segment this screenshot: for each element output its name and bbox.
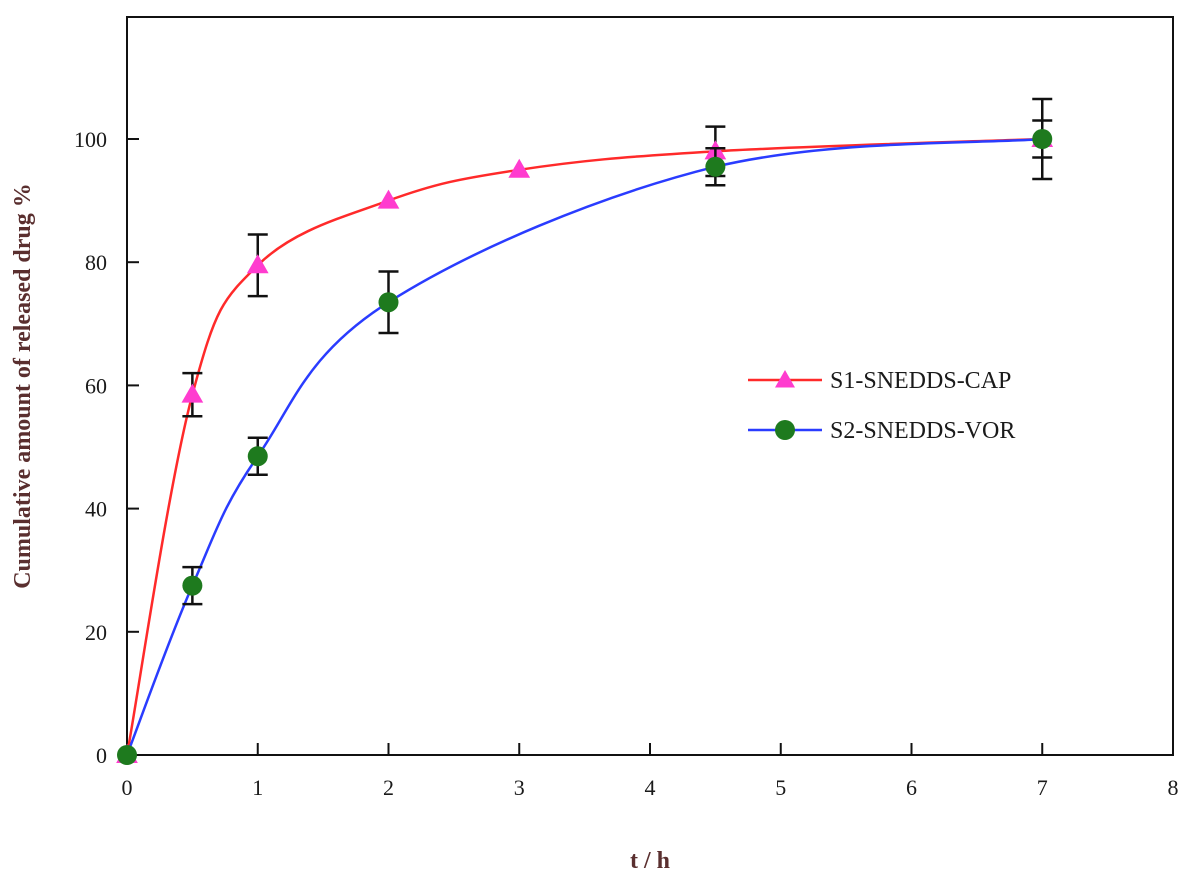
- data-point: [182, 575, 203, 596]
- x-tick-label: 4: [645, 775, 656, 800]
- data-point: [705, 156, 726, 177]
- y-tick-label: 100: [74, 127, 107, 152]
- legend-label: S2-SNEDDS-VOR: [830, 418, 1015, 444]
- legend: S1-SNEDDS-CAP S2-SNEDDS-VOR: [748, 368, 1015, 444]
- data-point: [377, 189, 400, 209]
- legend-label: S1-SNEDDS-CAP: [830, 368, 1011, 394]
- x-tick-label: 8: [1168, 775, 1179, 800]
- plot-frame: [126, 16, 1174, 756]
- data-point: [246, 254, 269, 274]
- x-tick-label: 7: [1037, 775, 1048, 800]
- series-line: [125, 137, 1043, 756]
- data-point: [181, 383, 204, 403]
- data-point: [247, 446, 268, 467]
- x-axis: 0 1 2 3 4 5 6 7 8: [122, 743, 1179, 800]
- y-axis: 0 20 40 60 80 100: [74, 127, 139, 768]
- y-tick-label: 20: [85, 620, 107, 645]
- legend-marker: [775, 370, 795, 388]
- legend-item: S1-SNEDDS-CAP: [748, 368, 1011, 394]
- data-point: [508, 158, 531, 178]
- legend-item: S2-SNEDDS-VOR: [748, 418, 1015, 444]
- y-axis-title: Cumulative amount of released drug %: [10, 183, 36, 589]
- legend-marker: [775, 420, 795, 440]
- x-tick-label: 5: [775, 775, 786, 800]
- x-tick-label: 2: [383, 775, 394, 800]
- y-tick-label: 80: [85, 250, 107, 275]
- x-tick-label: 1: [252, 775, 263, 800]
- y-tick-label: 40: [85, 497, 107, 522]
- data-point: [117, 745, 137, 765]
- data-point: [1032, 129, 1053, 149]
- series-layer: [116, 97, 1054, 765]
- series-2: [117, 97, 1053, 765]
- data-point: [378, 292, 399, 313]
- x-tick-label: 0: [122, 775, 133, 800]
- x-axis-title: t / h: [630, 848, 670, 874]
- x-tick-label: 3: [514, 775, 525, 800]
- y-tick-label: 0: [96, 743, 107, 768]
- y-tick-label: 60: [85, 373, 107, 398]
- x-tick-label: 6: [906, 775, 917, 800]
